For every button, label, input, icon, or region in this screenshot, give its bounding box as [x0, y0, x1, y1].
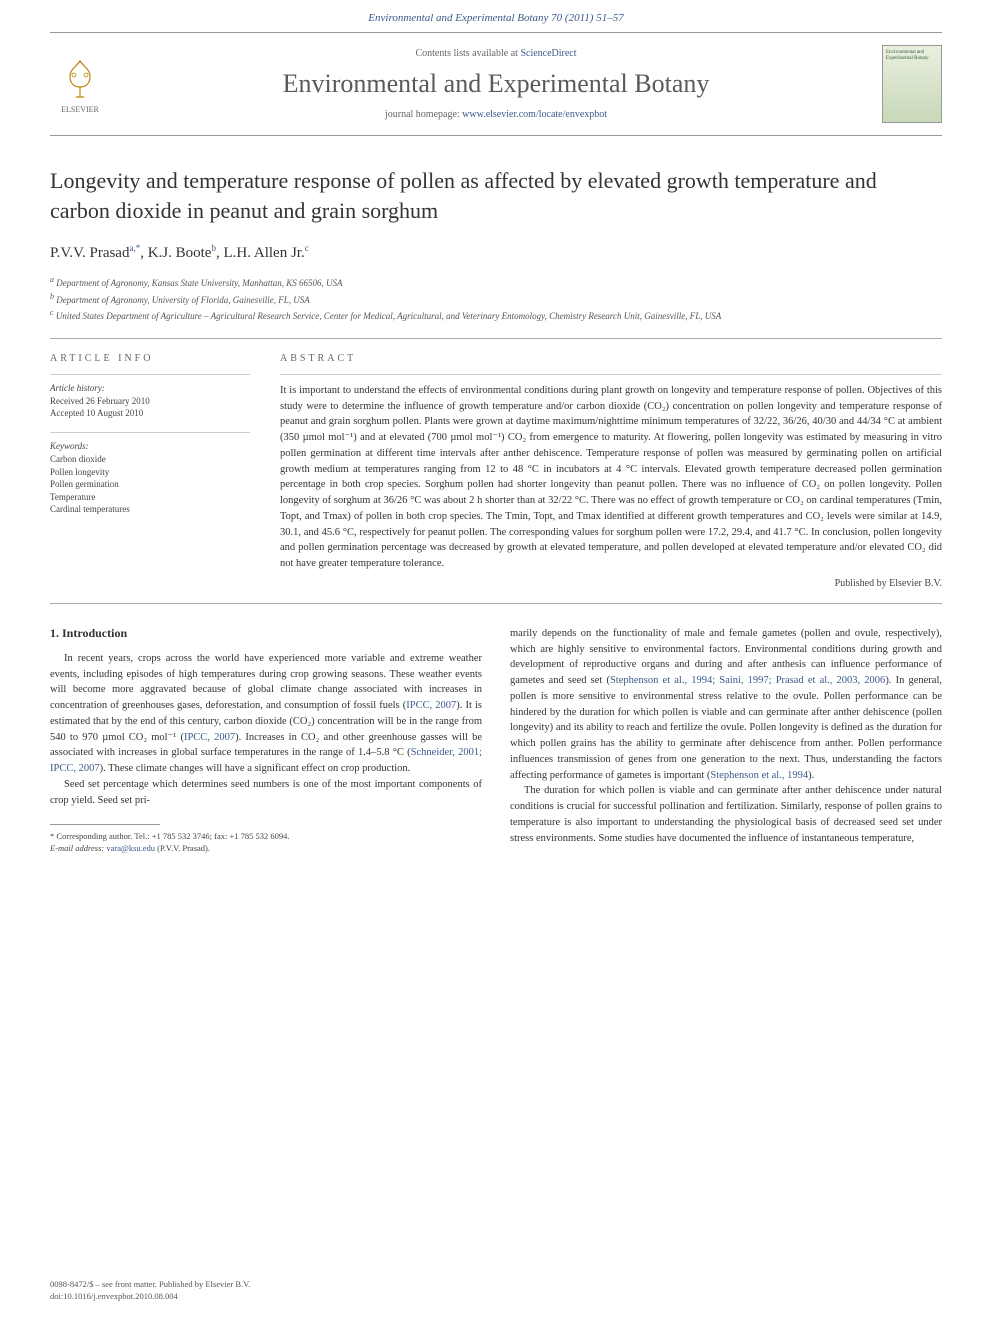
- masthead-center: Contents lists available at ScienceDirec…: [110, 48, 882, 120]
- abstract-heading: ABSTRACT: [280, 353, 942, 364]
- keyword-4: Cardinal temperatures: [50, 503, 250, 516]
- journal-name: Environmental and Experimental Botany: [110, 69, 882, 99]
- cite-stephenson-saini-prasad[interactable]: Stephenson et al., 1994; Saini, 1997; Pr…: [610, 675, 885, 686]
- elsevier-logo: ELSEVIER: [50, 49, 110, 119]
- body-columns: 1. Introduction In recent years, crops a…: [50, 626, 942, 855]
- received-date: Received 26 February 2010: [50, 395, 250, 408]
- corresponding-author-footnote: * Corresponding author. Tel.: +1 785 532…: [50, 831, 482, 843]
- history-label: Article history:: [50, 383, 250, 393]
- intro-para-3: marily depends on the functionality of m…: [510, 626, 942, 784]
- abstract-text: It is important to understand the effect…: [280, 383, 942, 572]
- cover-thumbnail: Environmental and Experimental Botany: [882, 45, 942, 123]
- author-1-sup: a,*: [129, 243, 140, 253]
- email-footnote: E-mail address: vara@ksu.edu (P.V.V. Pra…: [50, 843, 482, 855]
- article-title: Longevity and temperature response of po…: [50, 166, 942, 225]
- accepted-date: Accepted 10 August 2010: [50, 407, 250, 420]
- keyword-1: Pollen longevity: [50, 466, 250, 479]
- affiliation-a: Department of Agronomy, Kansas State Uni…: [56, 278, 342, 288]
- keyword-2: Pollen germination: [50, 478, 250, 491]
- sciencedirect-link[interactable]: ScienceDirect: [520, 48, 576, 59]
- affiliations: a Department of Agronomy, Kansas State U…: [50, 274, 942, 324]
- masthead: ELSEVIER Contents lists available at Sci…: [50, 32, 942, 136]
- affiliation-b: Department of Agronomy, University of Fl…: [56, 295, 309, 305]
- cover-thumb-label: Environmental and Experimental Botany: [886, 50, 938, 61]
- author-1: P.V.V. Prasad: [50, 245, 129, 261]
- author-3-sup: c: [305, 243, 309, 253]
- author-2: K.J. Boote: [148, 245, 212, 261]
- keywords-label: Keywords:: [50, 441, 250, 451]
- column-left: 1. Introduction In recent years, crops a…: [50, 626, 482, 855]
- keyword-3: Temperature: [50, 491, 250, 504]
- journal-reference: Environmental and Experimental Botany 70…: [0, 0, 992, 32]
- contents-prefix: Contents lists available at: [415, 48, 520, 59]
- divider: [50, 338, 942, 339]
- author-3: L.H. Allen Jr.: [223, 245, 304, 261]
- footer: 0098-8472/$ – see front matter. Publishe…: [50, 1279, 250, 1303]
- section-1-heading: 1. Introduction: [50, 626, 482, 641]
- affiliation-c: United States Department of Agriculture …: [56, 311, 721, 321]
- cite-ipcc-2007-a[interactable]: IPCC, 2007: [406, 700, 456, 711]
- elsevier-label: ELSEVIER: [61, 105, 99, 114]
- tree-icon: [56, 55, 104, 103]
- homepage-link[interactable]: www.elsevier.com/locate/envexpbot: [462, 109, 607, 120]
- email-link[interactable]: vara@ksu.edu: [106, 843, 155, 853]
- divider: [50, 603, 942, 604]
- intro-para-4: The duration for which pollen is viable …: [510, 783, 942, 846]
- footer-copyright: 0098-8472/$ – see front matter. Publishe…: [50, 1279, 250, 1291]
- published-by: Published by Elsevier B.V.: [280, 578, 942, 589]
- intro-para-2: Seed set percentage which determines see…: [50, 777, 482, 809]
- cite-stephenson-1994[interactable]: Stephenson et al., 1994: [710, 770, 808, 781]
- homepage-prefix: journal homepage:: [385, 109, 462, 120]
- keyword-0: Carbon dioxide: [50, 453, 250, 466]
- author-2-sup: b: [211, 243, 216, 253]
- authors: P.V.V. Prasada,*, K.J. Booteb, L.H. Alle…: [50, 243, 942, 262]
- info-abstract-row: ARTICLE INFO Article history: Received 2…: [50, 353, 942, 589]
- intro-para-1: In recent years, crops across the world …: [50, 651, 482, 777]
- column-right: marily depends on the functionality of m…: [510, 626, 942, 855]
- contents-available-line: Contents lists available at ScienceDirec…: [110, 48, 882, 59]
- footer-doi: doi:10.1016/j.envexpbot.2010.08.004: [50, 1291, 250, 1303]
- article-info-heading: ARTICLE INFO: [50, 353, 250, 364]
- footnote-rule: [50, 824, 160, 825]
- homepage-line: journal homepage: www.elsevier.com/locat…: [110, 109, 882, 120]
- article-info: ARTICLE INFO Article history: Received 2…: [50, 353, 250, 589]
- abstract: ABSTRACT It is important to understand t…: [280, 353, 942, 589]
- cite-ipcc-2007-b[interactable]: IPCC, 2007: [184, 732, 235, 743]
